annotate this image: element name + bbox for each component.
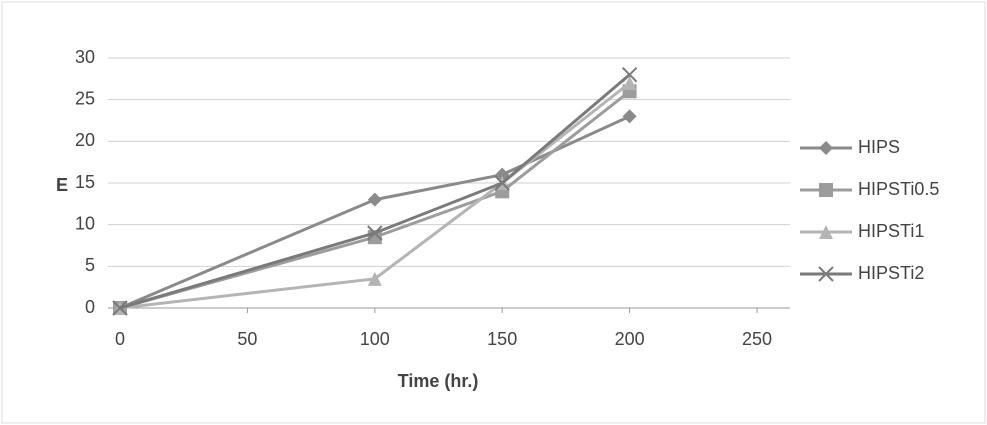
marker <box>622 109 637 124</box>
y-tick-label: 20 <box>75 130 95 150</box>
series-line <box>119 114 631 310</box>
marker <box>819 141 833 155</box>
marker <box>819 225 833 239</box>
x-tick-label: 50 <box>237 329 257 349</box>
legend-label: HIPS <box>858 137 900 157</box>
marker <box>819 183 833 197</box>
marker <box>621 66 638 83</box>
x-tick-label: 100 <box>360 329 390 349</box>
marker <box>494 175 510 191</box>
legend-label: HIPSTi1 <box>858 221 924 241</box>
marker <box>112 300 128 316</box>
x-tick-label: 150 <box>487 329 517 349</box>
marker <box>367 192 382 207</box>
marker <box>818 266 834 282</box>
marker <box>367 271 382 286</box>
y-tick-label: 25 <box>75 88 95 108</box>
y-tick-label: 5 <box>85 255 95 275</box>
legend-label: HIPSTi2 <box>858 263 924 283</box>
y-axis-label: E <box>56 175 68 195</box>
series-line <box>119 90 631 310</box>
marker <box>367 225 383 241</box>
y-tick-label: 0 <box>85 297 95 317</box>
x-tick-label: 200 <box>615 329 645 349</box>
y-tick-label: 15 <box>75 172 95 192</box>
x-tick-label: 250 <box>742 329 772 349</box>
x-tick-label: 0 <box>115 329 125 349</box>
series-line <box>119 73 631 310</box>
y-tick-label: 30 <box>75 47 95 67</box>
x-axis-label: Time (hr.) <box>398 371 479 391</box>
series-line <box>119 81 631 310</box>
y-tick-label: 10 <box>75 213 95 233</box>
legend-label: HIPSTi0.5 <box>858 179 939 199</box>
marker <box>622 76 637 90</box>
